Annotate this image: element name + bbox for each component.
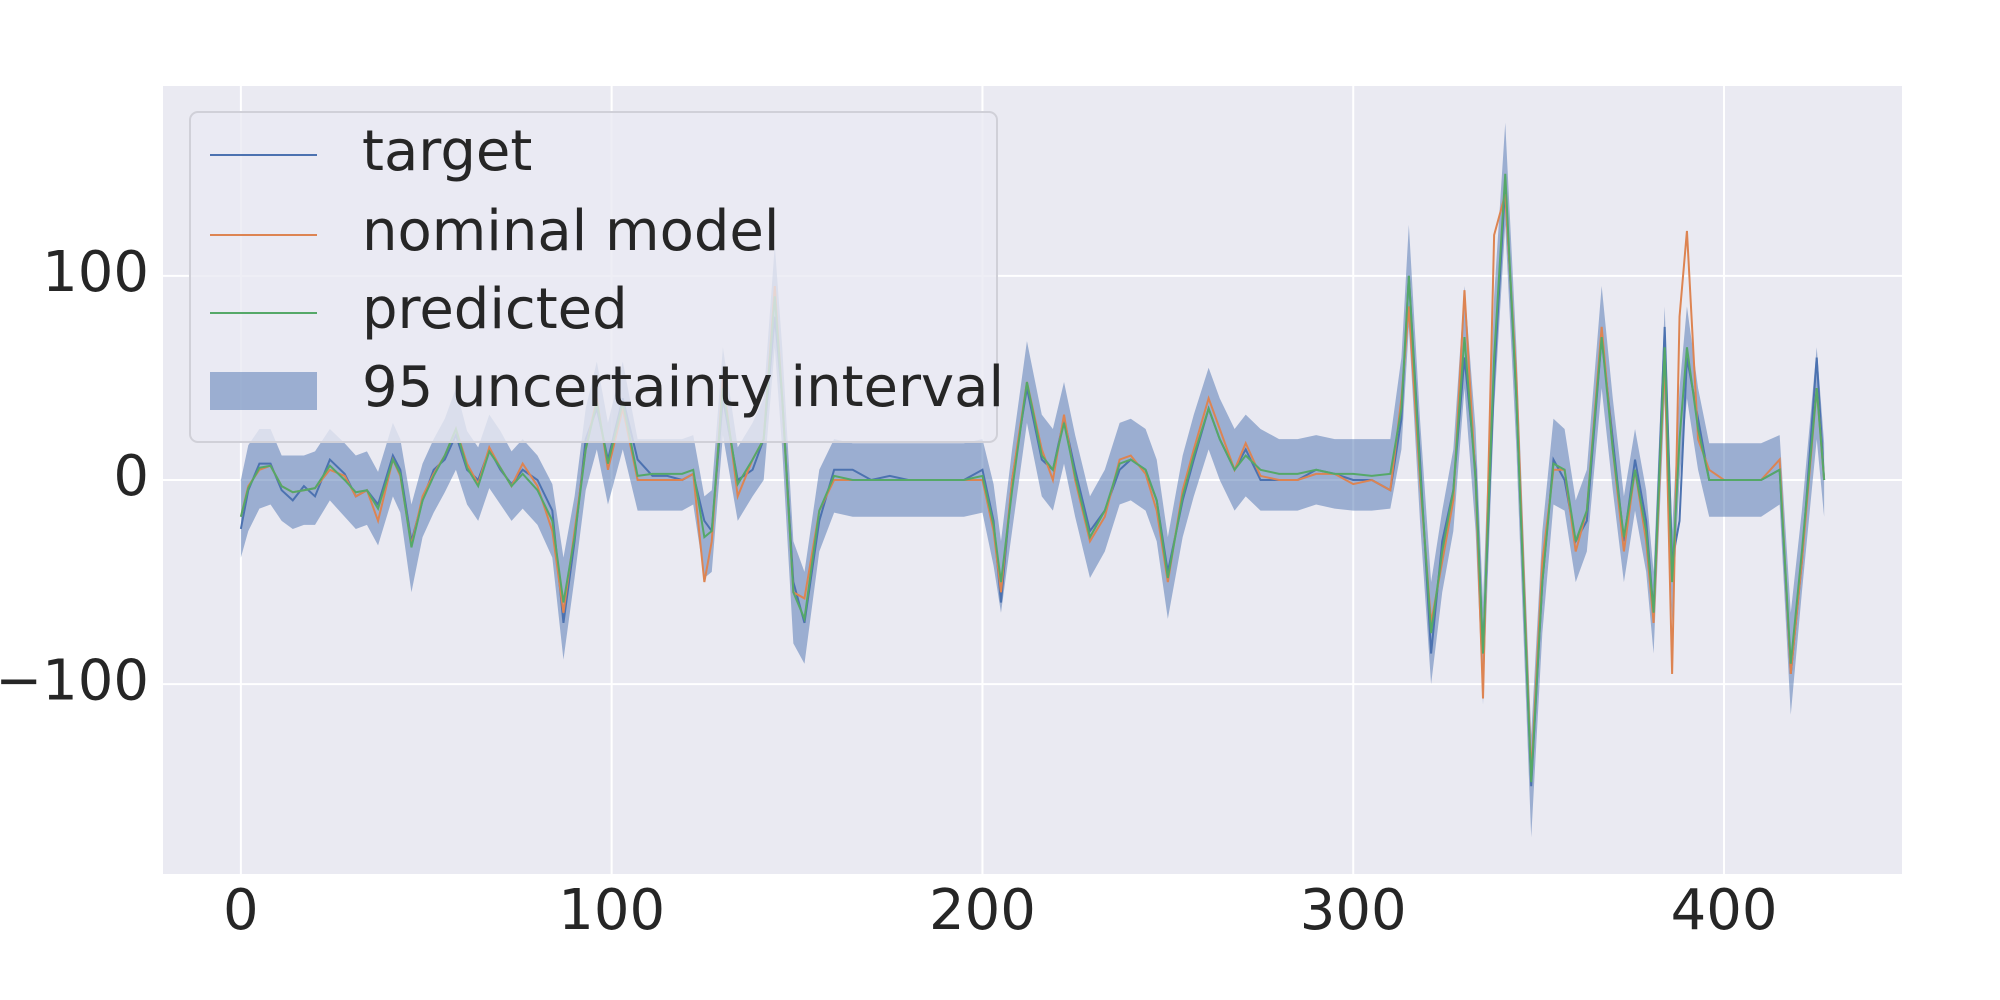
legend-label: target: [362, 119, 532, 184]
x-tick-label: 0: [223, 878, 259, 943]
y-tick-label: 0: [113, 444, 149, 509]
x-tick-label: 200: [929, 878, 1036, 943]
series-line: [239, 173, 1826, 783]
x-tick-label: 400: [1671, 878, 1778, 943]
legend-swatch: [210, 372, 317, 410]
y-tick-label: −100: [0, 648, 149, 713]
x-tick-label: 100: [558, 878, 665, 943]
legend-label: nominal model: [362, 199, 779, 264]
legend-label: 95 uncertainty interval: [362, 355, 1004, 420]
y-tick-label: 100: [42, 240, 149, 305]
legend-label: predicted: [362, 277, 628, 342]
legend-box: [189, 111, 998, 443]
x-tick-label: 300: [1300, 878, 1407, 943]
